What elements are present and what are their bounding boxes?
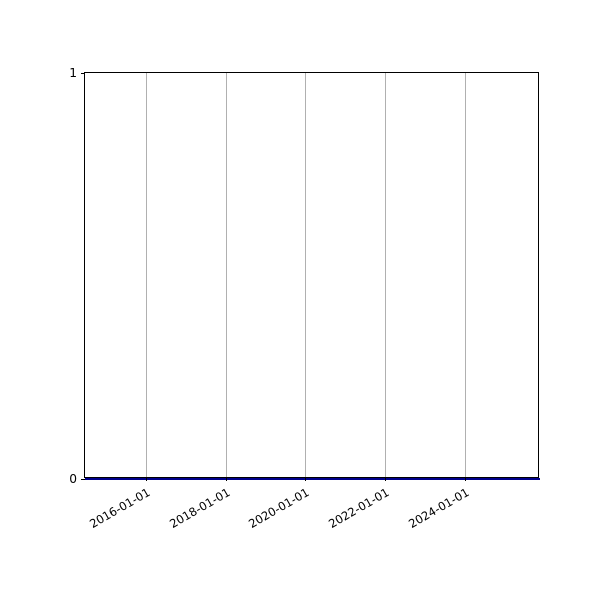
x-tick-label: 2016-01-01 (87, 485, 153, 531)
x-tick-mark (305, 477, 307, 481)
x-tick-label: 2018-01-01 (167, 485, 233, 531)
x-tick-mark (465, 477, 467, 481)
plot-area: 2016-01-01 2018-01-01 2020-01-01 2022-01-01… (69, 67, 540, 531)
data-series-layer (85, 73, 540, 481)
x-tick-mark (385, 477, 387, 481)
x-tick-label: 2024-01-01 (406, 485, 472, 531)
data-line-1 (85, 477, 540, 481)
x-tick-label: 2020-01-01 (246, 485, 312, 531)
x-tick-mark (146, 477, 148, 481)
y-tick-mark (81, 73, 85, 75)
y-tick-mark (81, 479, 85, 481)
y-tick-label: 0 (69, 471, 77, 486)
y-tick-label: 1 (69, 65, 77, 80)
x-tick-label: 2022-01-01 (326, 485, 392, 531)
x-tick-mark (226, 477, 228, 481)
